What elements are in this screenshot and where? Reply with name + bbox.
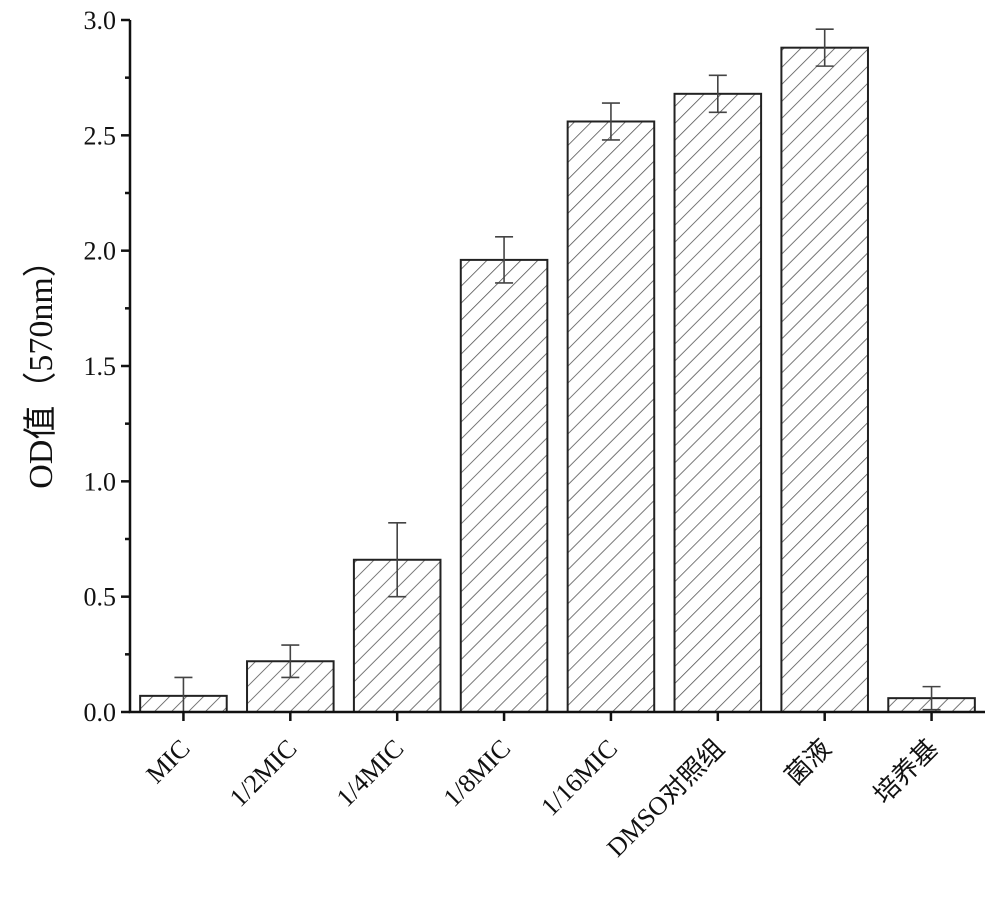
y-tick-label: 0.0 bbox=[84, 698, 117, 727]
y-tick-label: 2.0 bbox=[84, 237, 117, 266]
bar bbox=[673, 92, 763, 713]
x-category-label: 培养基 bbox=[868, 734, 944, 810]
chart-marks bbox=[139, 28, 976, 714]
y-tick-label: 1.0 bbox=[84, 467, 117, 496]
y-axis-label: OD值（570nm） bbox=[22, 243, 60, 489]
y-tick-label: 2.5 bbox=[84, 121, 117, 150]
y-tick-label: 3.0 bbox=[84, 6, 117, 35]
x-category-label: 1/4MIC bbox=[331, 734, 410, 813]
axis-frame bbox=[128, 20, 985, 714]
x-category-label: 1/2MIC bbox=[224, 734, 303, 813]
x-category-label: 菌液 bbox=[780, 734, 837, 791]
x-category-label: MIC bbox=[140, 734, 195, 789]
y-tick-label: 0.5 bbox=[84, 583, 117, 612]
bar bbox=[780, 46, 869, 714]
y-axis-ticks: 0.0 0.5 1.0 1.5 2.0 2.5 3.0 bbox=[84, 6, 130, 727]
x-category-label: 1/8MIC bbox=[438, 734, 517, 813]
y-tick-label: 1.5 bbox=[84, 352, 117, 381]
bar bbox=[459, 258, 549, 713]
bar bbox=[566, 120, 656, 713]
x-category-label: 1/16MIC bbox=[535, 734, 623, 822]
